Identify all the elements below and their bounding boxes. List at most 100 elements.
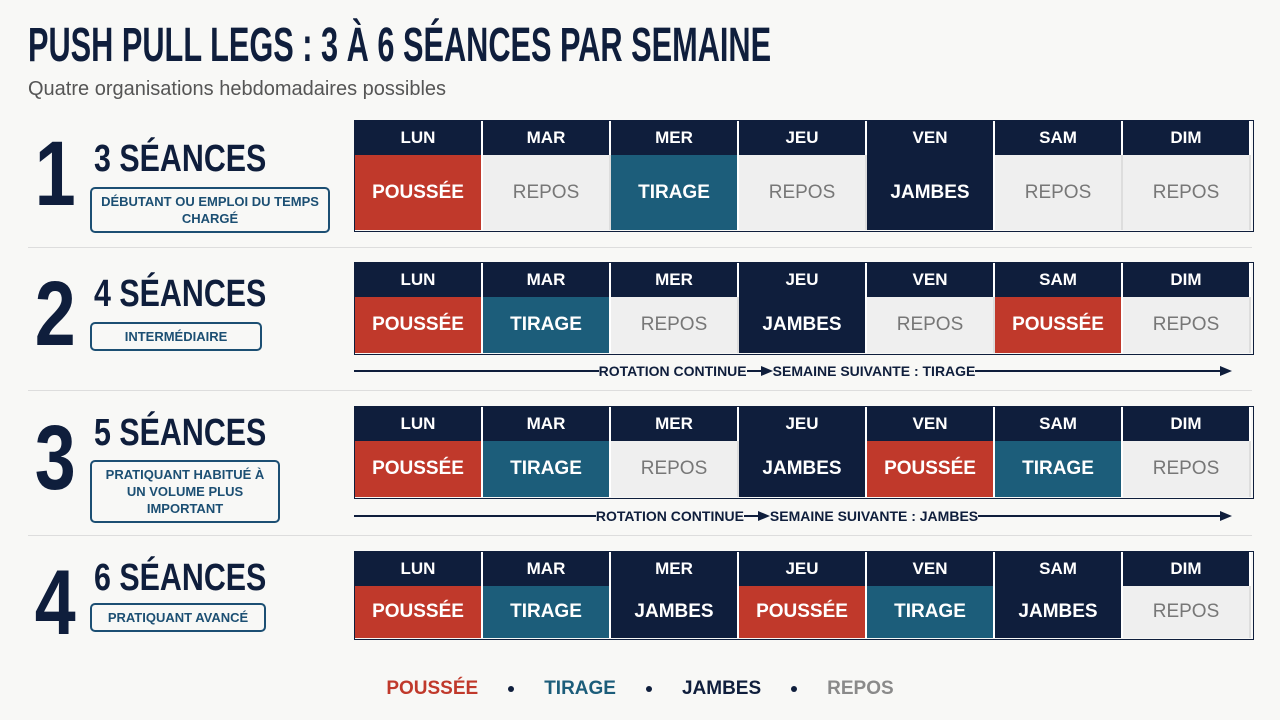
session-cell: REPOS	[739, 155, 867, 230]
session-cell: POUSSÉE	[995, 297, 1123, 353]
day-header: VEN	[867, 121, 995, 155]
session-cell: POUSSÉE	[355, 297, 483, 353]
session-cell: POUSSÉE	[355, 441, 483, 497]
day-header: DIM	[1123, 263, 1251, 297]
day-header: JEU	[739, 121, 867, 155]
plan-audience: INTERMÉDIAIRE	[90, 322, 262, 351]
plan-label: 4 SÉANCES	[94, 273, 267, 315]
session-cell: TIRAGE	[483, 297, 611, 353]
session-cell: REPOS	[611, 297, 739, 353]
week-table: LUN MAR MER JEU VEN SAM DIM POUSSÉE TIRAGE REPOS J…	[354, 406, 1254, 499]
plan-number: 2	[34, 263, 76, 365]
arrow-head	[1220, 366, 1233, 376]
arrow-line	[743, 515, 758, 517]
session-cell: TIRAGE	[995, 441, 1123, 497]
session-cell: POUSSÉE	[355, 586, 483, 638]
day-header: VEN	[867, 407, 995, 441]
rotation-text: ROTATION CONTINUE	[595, 508, 744, 524]
day-header: MER	[611, 121, 739, 155]
plan-audience: DÉBUTANT OU EMPLOI DU TEMPS CHARGÉ	[90, 187, 330, 233]
day-header: MER	[611, 552, 739, 586]
week-table: LUN MAR MER JEU VEN SAM DIM POUSSÉE TIRAGE JAMBES…	[354, 551, 1254, 640]
arrow-line	[975, 370, 1221, 372]
session-cell: POUSSÉE	[867, 441, 995, 497]
rotation-text: SEMAINE SUIVANTE : TIRAGE	[772, 363, 976, 379]
arrow-head	[757, 511, 770, 521]
separator	[28, 390, 1252, 391]
day-header: DIM	[1123, 407, 1251, 441]
session-cell: REPOS	[1123, 586, 1251, 638]
day-header: LUN	[355, 552, 483, 586]
day-header: SAM	[995, 407, 1123, 441]
arrow-head	[1220, 511, 1232, 521]
legend-dot	[508, 686, 515, 692]
session-cell: TIRAGE	[611, 155, 739, 230]
day-header: JEU	[739, 407, 867, 441]
session-cell: POUSSÉE	[355, 155, 483, 230]
session-cell: REPOS	[867, 297, 995, 353]
day-header: SAM	[995, 263, 1123, 297]
day-header: MAR	[483, 407, 611, 441]
arrow-head	[760, 366, 773, 376]
session-cell: TIRAGE	[867, 586, 995, 638]
day-header: DIM	[1123, 552, 1251, 586]
plan-number: 3	[34, 407, 76, 509]
separator	[28, 535, 1252, 536]
session-cell: POUSSÉE	[739, 586, 867, 638]
day-header: JEU	[739, 552, 867, 586]
session-cell: JAMBES	[995, 586, 1123, 638]
title: PUSH PULL LEGS : 3 À 6 SÉANCES PAR SEMAI…	[28, 19, 772, 72]
legend-item: REPOS	[827, 678, 894, 699]
day-header: SAM	[995, 121, 1123, 155]
day-header: MER	[611, 263, 739, 297]
session-cell: REPOS	[483, 155, 611, 230]
plan-number: 1	[34, 123, 76, 225]
session-cell: REPOS	[1123, 441, 1251, 497]
session-cell: TIRAGE	[483, 441, 611, 497]
arrow-line	[746, 370, 761, 372]
day-header: LUN	[355, 407, 483, 441]
arrow-line	[354, 370, 599, 372]
session-cell: JAMBES	[739, 441, 867, 497]
session-cell: REPOS	[611, 441, 739, 497]
day-header: VEN	[867, 552, 995, 586]
plan-audience: PRATIQUANT AVANCÉ	[90, 603, 266, 632]
session-cell: JAMBES	[611, 586, 739, 638]
separator	[28, 247, 1252, 248]
plan-label: 5 SÉANCES	[94, 412, 267, 454]
session-cell: REPOS	[1123, 297, 1251, 353]
plan-number: 4	[34, 552, 76, 654]
week-table: LUN MAR MER JEU VEN SAM DIM POUSSÉE REPOS TIRAGE R…	[354, 120, 1254, 232]
day-header: MER	[611, 407, 739, 441]
legend-dot	[791, 686, 798, 692]
arrow-line	[978, 515, 1220, 517]
day-header: MAR	[483, 121, 611, 155]
session-cell: JAMBES	[867, 155, 995, 230]
day-header: MAR	[483, 552, 611, 586]
rotation-text: SEMAINE SUIVANTE : JAMBES	[769, 508, 979, 524]
day-header: LUN	[355, 263, 483, 297]
arrow-line	[354, 515, 596, 517]
rotation-note: ROTATION CONTINUE SEMAINE SUIVANTE : TIRA…	[354, 363, 1233, 379]
day-header: VEN	[867, 263, 995, 297]
legend-item: TIRAGE	[544, 678, 616, 699]
session-cell: JAMBES	[739, 297, 867, 353]
day-header: DIM	[1123, 121, 1251, 155]
week-table: LUN MAR MER JEU VEN SAM DIM POUSSÉE TIRAGE REPOS J…	[354, 262, 1254, 355]
day-header: SAM	[995, 552, 1123, 586]
legend-dot	[645, 686, 652, 692]
day-header: MAR	[483, 263, 611, 297]
legend: POUSSÉE TIRAGE JAMBES REPOS	[0, 678, 1280, 700]
legend-item: JAMBES	[681, 678, 762, 699]
legend-item: POUSSÉE	[386, 678, 479, 699]
subtitle: Quatre organisations hebdomadaires possi…	[28, 78, 447, 100]
rotation-note: ROTATION CONTINUE SEMAINE SUIVANTE : JAMB…	[354, 508, 1232, 524]
session-cell: REPOS	[995, 155, 1123, 230]
plan-label: 3 SÉANCES	[94, 138, 267, 180]
plan-label: 6 SÉANCES	[94, 557, 267, 599]
plan-audience: PRATIQUANT HABITUÉ À UN VOLUME PLUS IMPO…	[90, 460, 280, 523]
day-header: LUN	[355, 121, 483, 155]
session-cell: REPOS	[1123, 155, 1251, 230]
day-header: JEU	[739, 263, 867, 297]
